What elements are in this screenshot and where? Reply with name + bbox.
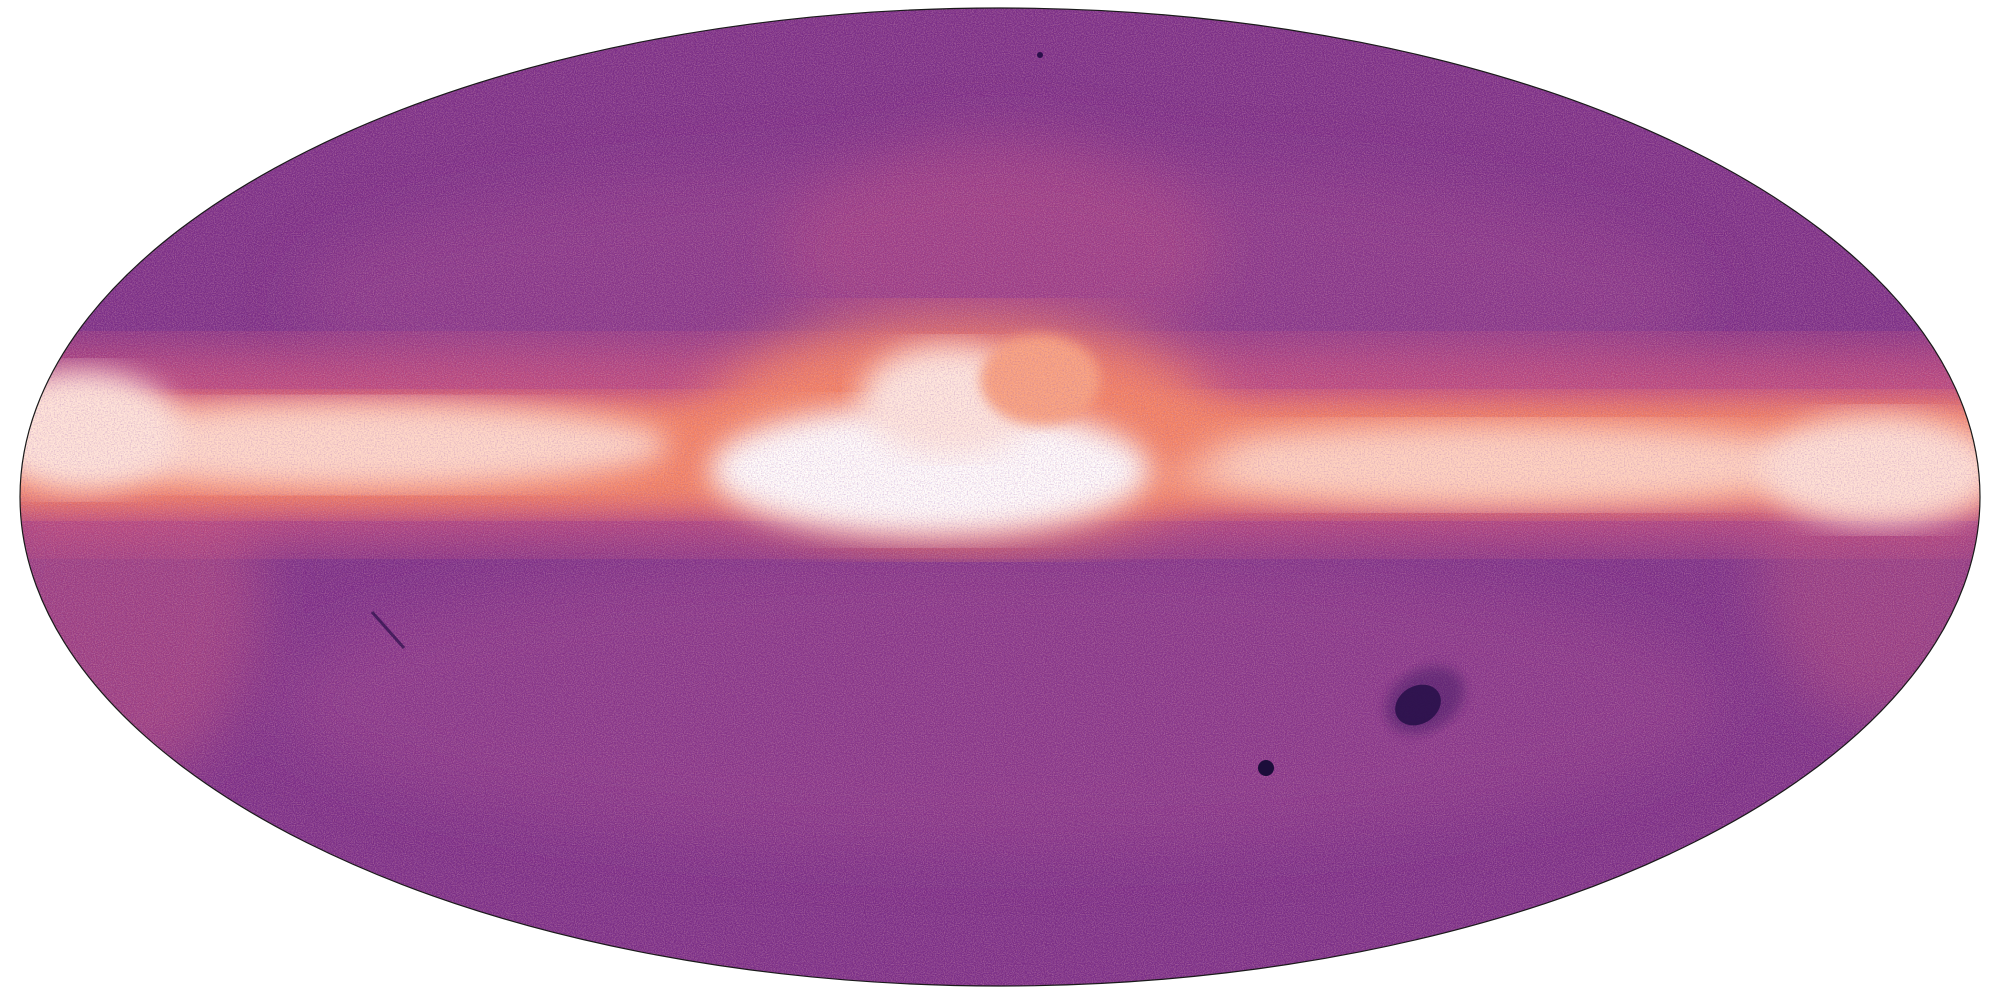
large-magellanic-cloud-halo <box>1385 666 1465 734</box>
small-magellanic-cloud <box>1258 760 1274 776</box>
scan-artifact-streak <box>370 611 406 649</box>
dark-spot-north <box>1037 52 1043 58</box>
mollweide-outline <box>19 7 1981 987</box>
